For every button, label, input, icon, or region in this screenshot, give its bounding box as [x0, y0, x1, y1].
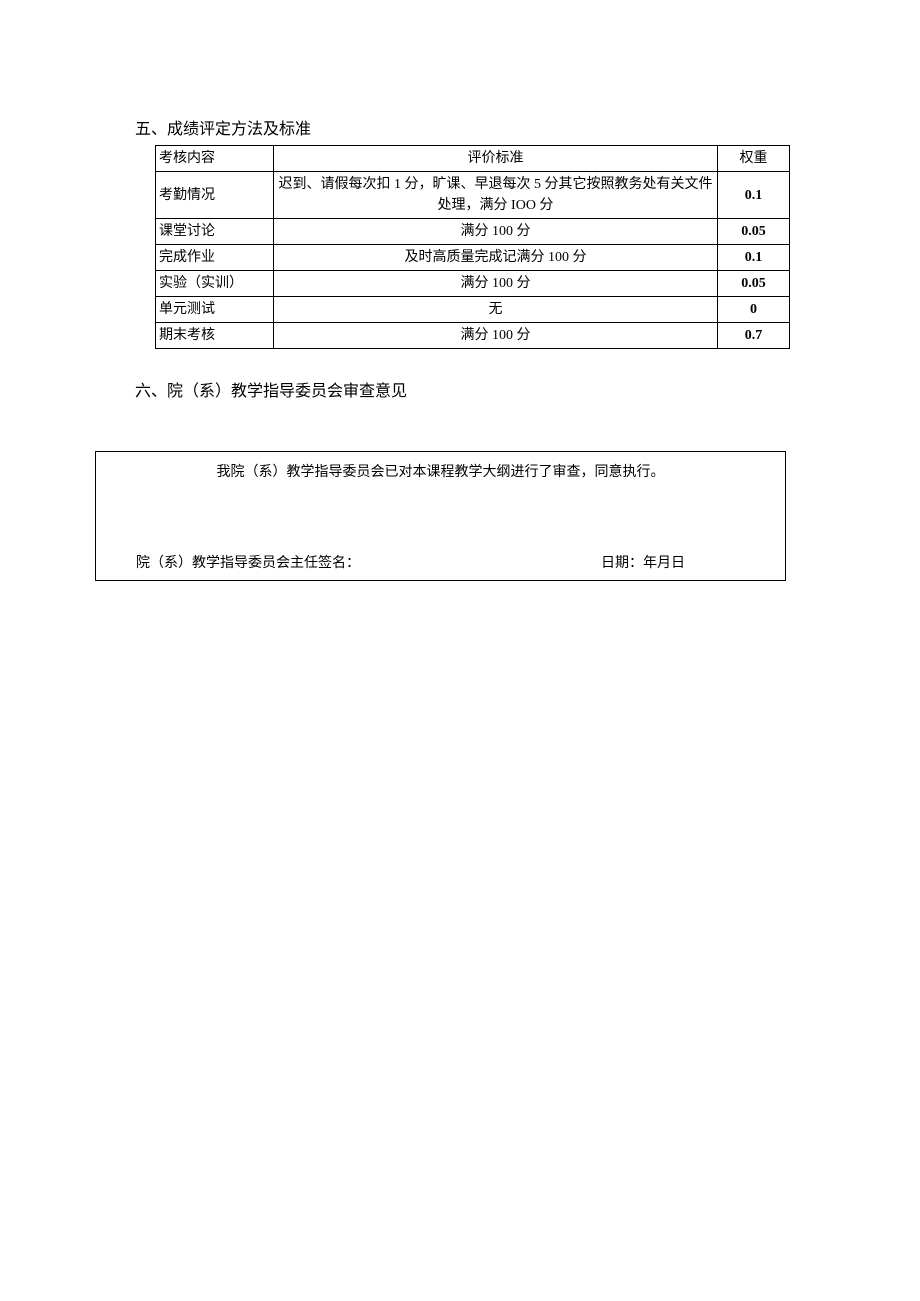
- table-row: 单元测试 无 0: [156, 297, 790, 323]
- signature-label: 院（系）教学指导委员会主任签名：: [136, 552, 360, 572]
- signature-row: 院（系）教学指导委员会主任签名： 日期：年月日: [136, 552, 745, 572]
- cell-content: 考勤情况: [156, 172, 274, 219]
- cell-content: 实验（实训）: [156, 271, 274, 297]
- table-row: 完成作业 及时高质量完成记满分 100 分 0.1: [156, 245, 790, 271]
- table-header-row: 考核内容 评价标准 权重: [156, 146, 790, 172]
- cell-criteria: 满分 100 分: [274, 323, 718, 349]
- cell-weight: 0.05: [718, 271, 790, 297]
- cell-weight: 0.7: [718, 323, 790, 349]
- approval-statement: 我院（系）教学指导委员会已对本课程教学大纲进行了审查，同意执行。: [136, 462, 745, 484]
- table-row: 实验（实训） 满分 100 分 0.05: [156, 271, 790, 297]
- cell-criteria: 及时高质量完成记满分 100 分: [274, 245, 718, 271]
- date-label: 日期：年月日: [601, 552, 685, 572]
- cell-weight: 0.1: [718, 245, 790, 271]
- cell-weight: 0.05: [718, 219, 790, 245]
- cell-content: 单元测试: [156, 297, 274, 323]
- table-row: 考勤情况 迟到、请假每次扣 1 分，旷课、早退每次 5 分其它按照教务处有关文件…: [156, 172, 790, 219]
- cell-criteria: 迟到、请假每次扣 1 分，旷课、早退每次 5 分其它按照教务处有关文件处理，满分…: [274, 172, 718, 219]
- cell-weight: 0.1: [718, 172, 790, 219]
- approval-box: 我院（系）教学指导委员会已对本课程教学大纲进行了审查，同意执行。 院（系）教学指…: [95, 451, 786, 581]
- table-row: 期末考核 满分 100 分 0.7: [156, 323, 790, 349]
- col-header-criteria: 评价标准: [274, 146, 718, 172]
- col-header-weight: 权重: [718, 146, 790, 172]
- table-row: 课堂讨论 满分 100 分 0.05: [156, 219, 790, 245]
- cell-criteria: 满分 100 分: [274, 271, 718, 297]
- grading-table: 考核内容 评价标准 权重 考勤情况 迟到、请假每次扣 1 分，旷课、早退每次 5…: [155, 145, 790, 349]
- col-header-content: 考核内容: [156, 146, 274, 172]
- cell-criteria: 满分 100 分: [274, 219, 718, 245]
- cell-weight: 0: [718, 297, 790, 323]
- cell-content: 期末考核: [156, 323, 274, 349]
- section-5-heading: 五、成绩评定方法及标准: [135, 115, 790, 139]
- cell-content: 完成作业: [156, 245, 274, 271]
- cell-content: 课堂讨论: [156, 219, 274, 245]
- cell-criteria: 无: [274, 297, 718, 323]
- section-6-heading: 六、院（系）教学指导委员会审查意见: [135, 377, 790, 401]
